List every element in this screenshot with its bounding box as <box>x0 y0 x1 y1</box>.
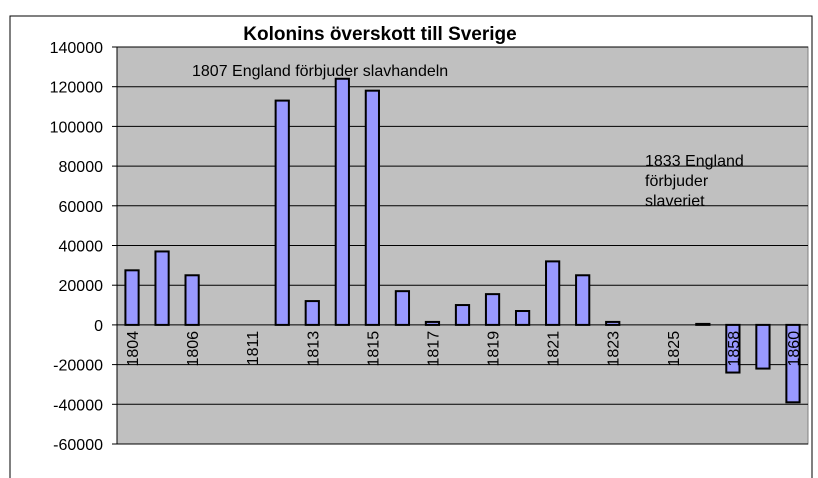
bar <box>424 320 441 326</box>
y-tick-label: 120000 <box>50 80 103 97</box>
y-tick-label: 60000 <box>59 199 104 216</box>
bar <box>184 274 200 326</box>
bar <box>124 269 140 326</box>
bar <box>575 274 591 326</box>
annotation: förbjuder <box>645 173 709 190</box>
y-tick-label: 20000 <box>59 278 104 295</box>
bar <box>755 323 771 370</box>
y-tick-label: 0 <box>94 318 103 335</box>
y-tick-label: -60000 <box>53 437 103 454</box>
y-tick-label: -40000 <box>53 397 103 414</box>
bar <box>725 323 741 374</box>
y-tick-label: 100000 <box>50 119 103 136</box>
annotation: slaveriet <box>645 193 705 210</box>
bar <box>545 260 561 326</box>
bar <box>514 310 531 326</box>
bar <box>454 304 471 326</box>
x-tick-label: 1804 <box>125 331 142 367</box>
bar <box>605 320 621 326</box>
x-tick-label: 1860 <box>786 331 803 367</box>
x-tick-label: 1819 <box>486 331 503 367</box>
bar <box>695 322 711 326</box>
bar <box>394 290 411 326</box>
y-tick-label: 140000 <box>50 40 103 57</box>
x-tick-label: 1815 <box>365 331 382 367</box>
bar <box>334 77 350 326</box>
y-tick-label: -20000 <box>53 358 103 375</box>
bar <box>274 99 290 326</box>
y-tick-label: 40000 <box>59 239 104 256</box>
annotation: 1807 England förbjuder slavhandeln <box>192 63 448 80</box>
y-tick-label: 80000 <box>59 159 104 176</box>
x-tick-label: 1817 <box>425 331 442 367</box>
x-tick-label: 1806 <box>185 331 202 367</box>
bar <box>484 293 501 326</box>
chart-title: Kolonins överskott till Sverige <box>243 24 516 45</box>
x-tick-label: 1825 <box>666 331 683 367</box>
x-tick-label: 1858 <box>726 331 743 367</box>
bar <box>304 300 320 326</box>
x-tick-label: 1823 <box>606 331 623 367</box>
annotation: 1833 England <box>645 153 744 170</box>
x-tick-label: 1811 <box>245 331 262 366</box>
bar <box>785 323 801 404</box>
x-tick-label: 1821 <box>546 331 563 367</box>
bar <box>364 89 380 326</box>
bar <box>154 250 170 326</box>
x-tick-label: 1813 <box>305 331 322 367</box>
